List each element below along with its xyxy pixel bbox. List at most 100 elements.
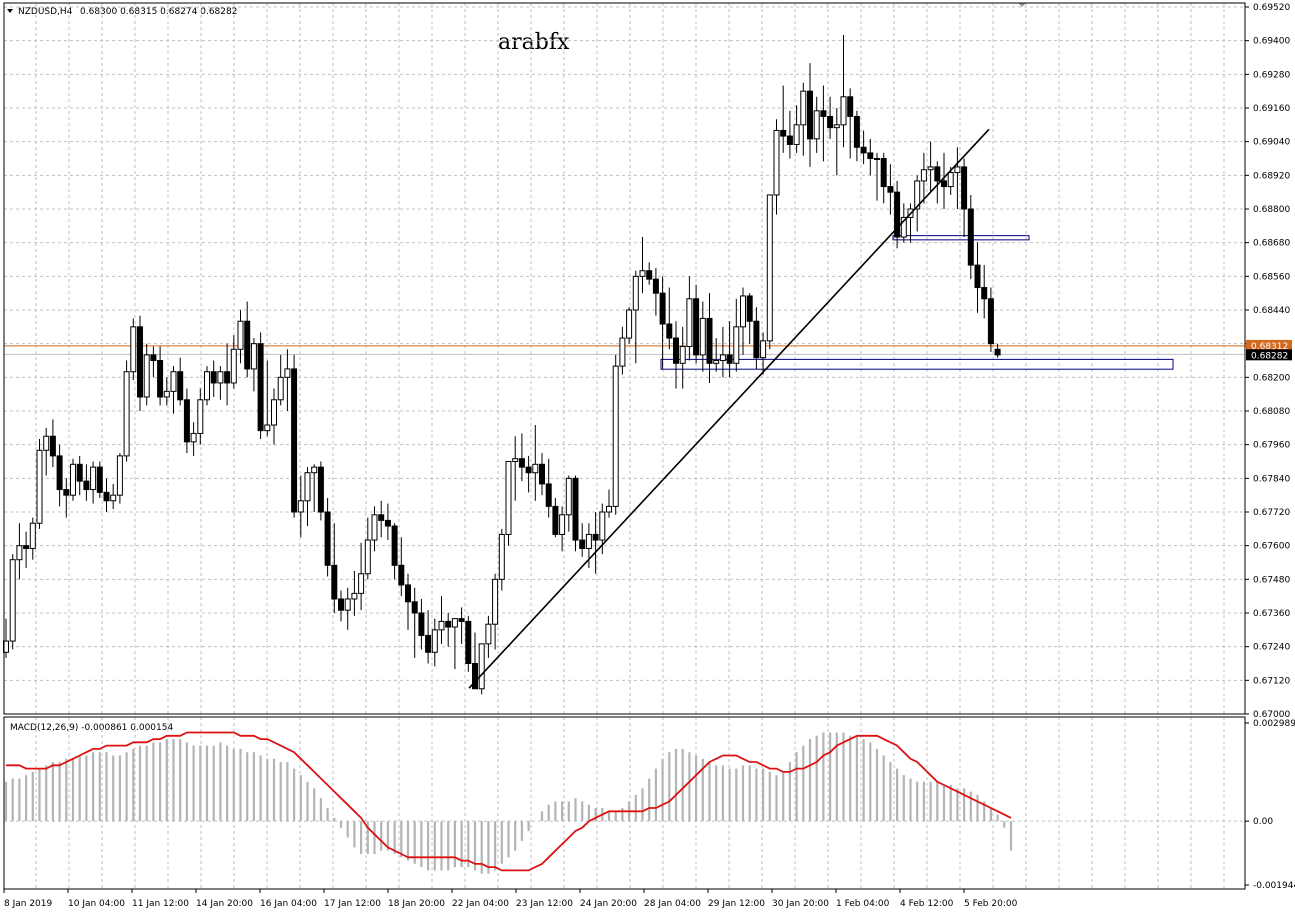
support-zones[interactable] (660, 235, 1174, 370)
candle-body-bull (713, 360, 720, 364)
candle-body-bear (331, 564, 338, 600)
price-tick-label: 0.69280 (1253, 70, 1290, 80)
candle-body-bear (880, 158, 887, 188)
frames (3, 2, 1246, 890)
price-tick-label: 0.69040 (1253, 138, 1290, 148)
candle-body-bear (746, 295, 753, 322)
candle-body-bear (63, 489, 70, 496)
candle-body-bear (445, 620, 452, 628)
price-tick-label: 0.67000 (1253, 710, 1290, 720)
candle-body-bear (518, 458, 525, 468)
candle-body-bull (920, 169, 927, 182)
candle-body-bull (773, 129, 780, 196)
time-tick-label: 24 Jan 20:00 (580, 899, 637, 909)
candle-body-bear (525, 466, 532, 474)
candle-body-bull (927, 166, 934, 171)
candle-body-bull (123, 371, 130, 457)
price-tick-label: 0.67600 (1253, 542, 1290, 552)
ask-price-badge (1246, 339, 1292, 351)
candle-body-bull (130, 326, 137, 373)
price-axis: 0.69520 0.69400 0.69280 0.69160 0.69040 0.689… (1245, 3, 1290, 720)
candle-body-bear (398, 564, 405, 586)
time-tick-label: 29 Jan 12:00 (708, 899, 765, 909)
candle-body-bear (552, 505, 559, 535)
candle-body-bear (967, 208, 974, 266)
macd-label: MACD(12,26,9) -0.000861 0.000154 (10, 723, 173, 733)
candle-body-bear (887, 186, 894, 193)
candle-body-bull (163, 390, 170, 398)
trendlines[interactable] (468, 128, 990, 689)
candle-body-bear (807, 90, 813, 140)
price-tick-label: 0.69400 (1253, 37, 1290, 47)
candle-body-bull (485, 623, 492, 645)
time-tick-label: 4 Feb 12:00 (900, 899, 954, 909)
candle-body-bull (116, 455, 123, 496)
candle-body-bear (183, 399, 190, 443)
candle-body-bull (559, 514, 566, 535)
candle-body-bull (271, 399, 277, 426)
candle-body-bear (786, 135, 793, 145)
candle-body-bear (867, 152, 874, 159)
candle-body-bear (592, 533, 599, 541)
candle-body-bull (311, 466, 318, 474)
candle-body-bull (639, 270, 646, 277)
candle-body-bull (16, 545, 23, 561)
candle-body-bull (264, 424, 271, 432)
candle-body-bull (9, 559, 16, 642)
candle-body-bear (726, 354, 733, 364)
candle-body-bull (451, 618, 458, 628)
macd-signal-line (6, 731, 1012, 872)
candle-body-bull (632, 275, 639, 311)
support-zone-rectangle (660, 358, 1174, 370)
uptrend-line (468, 128, 990, 689)
time-tick-label: 1 Feb 04:00 (836, 899, 890, 909)
price-tick-label: 0.68080 (1253, 407, 1290, 417)
candle-body-bull (599, 511, 606, 541)
candle-body-bull (90, 466, 97, 491)
candle-body-bear (646, 270, 653, 280)
candle-body-bear (860, 146, 867, 154)
candle-body-bull (43, 435, 50, 451)
candle-body-bear (157, 360, 164, 398)
candle-body-bull (438, 620, 445, 631)
candle-body-bull (110, 494, 117, 502)
candle-body-bull (699, 317, 706, 356)
candle-body-bull (237, 320, 244, 350)
collapse-icon[interactable] (7, 9, 13, 13)
candle-body-bear (458, 618, 465, 622)
candle-body-bear (338, 598, 344, 611)
macd-tick-label: 0.002989 (1253, 719, 1295, 729)
candles (3, 35, 1001, 695)
shift-marker-icon[interactable] (1018, 3, 1026, 7)
candle-body-bear (693, 298, 700, 356)
candle-body-bull (954, 166, 961, 174)
candle-body-bear (224, 371, 231, 384)
candle-body-bear (853, 115, 860, 148)
candle-body-bull (371, 514, 378, 541)
candle-body-bull (840, 96, 847, 126)
price-tick-label: 0.68680 (1253, 239, 1290, 249)
candle-body-bear (96, 466, 103, 493)
candle-body-bear (994, 348, 1001, 356)
candle-body-bull (190, 432, 197, 443)
candle-body-bear (572, 477, 579, 541)
candle-body-bear (827, 115, 834, 129)
candle-body-bear (961, 166, 968, 210)
candle-body-bull (204, 371, 210, 401)
candle-body-bull (344, 598, 351, 611)
ask-price-label: 0.68312 (1251, 342, 1288, 352)
candle-body-bull (143, 354, 150, 398)
candle-body-bear (418, 612, 425, 636)
candle-body-bull (733, 326, 740, 364)
candle-body-bull (250, 343, 257, 370)
macd-pane-frame (3, 716, 1246, 890)
time-tick-label: 10 Jan 04:00 (68, 899, 125, 909)
candle-body-bear (23, 545, 30, 549)
price-tick-label: 0.67240 (1253, 643, 1290, 653)
macd-tick-label: 0.00 (1253, 817, 1273, 827)
candle-body-bull (740, 295, 746, 328)
time-tick-label: 18 Jan 20:00 (388, 899, 445, 909)
support-zone-rectangle (892, 235, 1030, 241)
